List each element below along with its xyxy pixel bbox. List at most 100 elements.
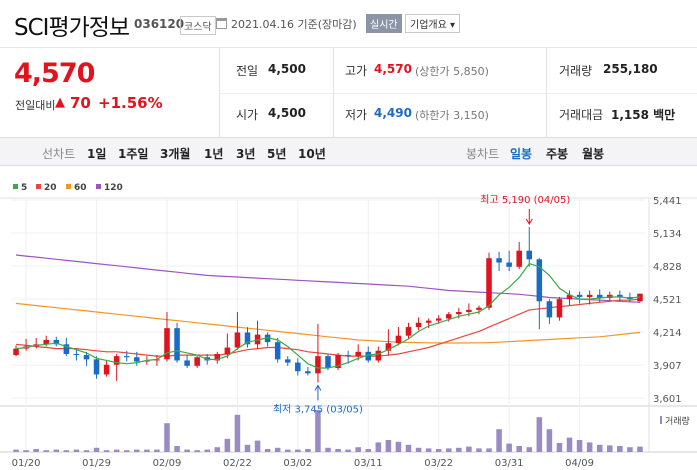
volume-bar — [516, 446, 522, 452]
volume-bar — [33, 449, 39, 452]
candle-body — [284, 359, 291, 363]
volume-label: 거래량 — [559, 64, 593, 78]
stock-name: SCI평가정보 — [14, 15, 130, 41]
amount-label: 거래대금 — [559, 108, 604, 122]
volume-bar — [355, 447, 361, 452]
candle-body — [164, 328, 170, 360]
ma5-line — [15, 262, 641, 369]
calendar-icon — [216, 18, 227, 29]
company-overview-button[interactable]: 기업개요 ▾ — [405, 14, 460, 33]
legend-label: 5 — [21, 183, 27, 193]
line-chart-label: 선차트 — [42, 147, 76, 161]
volume-bar — [264, 449, 271, 452]
volume-bar — [486, 448, 492, 452]
tab-daily[interactable]: 일봉 — [510, 147, 533, 161]
x-tick-label: 01/29 — [82, 458, 111, 469]
candle-body — [466, 309, 472, 313]
volume-bar — [596, 444, 603, 452]
volume-bar — [224, 438, 231, 452]
legend-label: 120 — [104, 183, 123, 193]
market-badge: 코스닥 — [180, 16, 216, 35]
x-tick-label: 02/09 — [153, 458, 182, 469]
period-10y[interactable]: 10년 — [298, 147, 326, 161]
volume-bar — [435, 449, 442, 452]
volume-bar — [13, 449, 19, 452]
volume-bar — [526, 447, 533, 452]
candle-body — [576, 294, 583, 297]
candle-body — [435, 318, 442, 321]
volume-bar — [194, 450, 200, 452]
legend-swatch — [66, 184, 71, 189]
candle-body — [194, 357, 200, 366]
volume-bar — [466, 446, 472, 452]
candle-body — [345, 355, 351, 357]
ma120-line — [15, 254, 641, 303]
x-tick-label: 04/09 — [565, 458, 594, 469]
period-1w[interactable]: 1주일 — [118, 147, 149, 161]
candle-body — [13, 348, 19, 356]
amount-value: 1,158 백만 — [611, 108, 676, 122]
volume-bar — [134, 449, 140, 452]
candle-body — [536, 259, 543, 302]
volume-bar — [415, 447, 422, 452]
candle-body — [456, 312, 462, 315]
candle-body — [63, 344, 70, 354]
volume-bar — [586, 442, 593, 452]
volume-bar — [234, 414, 241, 452]
candle-body — [415, 322, 422, 328]
volume-bar — [43, 450, 49, 452]
volume-bar — [53, 449, 60, 452]
legend-swatch — [36, 184, 41, 189]
period-3m[interactable]: 3개월 — [160, 147, 191, 161]
stock-code: 036120 — [134, 17, 185, 31]
legend-label: 20 — [44, 183, 57, 193]
candle-body — [556, 299, 563, 318]
price-chart: 5 20 60 120 5,441 5,134 4,828 4,521 4,214 3,907 3,… — [0, 172, 697, 470]
candle-body — [295, 362, 301, 372]
y-tick-label: 4,521 — [653, 295, 682, 306]
volume-bar — [214, 447, 221, 452]
candle-body — [224, 347, 231, 354]
x-tick-label: 03/02 — [283, 458, 312, 469]
volume-bar — [445, 448, 452, 452]
candle-body — [134, 357, 140, 362]
period-5y[interactable]: 5년 — [267, 147, 287, 161]
volume-bar — [123, 450, 130, 452]
y-tick-label: 3,907 — [653, 361, 682, 372]
volume-bar — [325, 447, 331, 452]
volume-value: 255,180 — [603, 62, 658, 76]
period-1d[interactable]: 1일 — [87, 147, 107, 161]
candle-body — [43, 339, 49, 345]
candle-body — [244, 332, 251, 345]
candle-body — [596, 294, 603, 299]
volume-bar — [607, 445, 613, 452]
volume-bar — [164, 423, 170, 452]
volume-bar — [506, 443, 512, 452]
high-label: 고가 — [345, 64, 368, 78]
candle-body — [184, 360, 190, 366]
candle-body — [405, 327, 412, 336]
y-tick-label: 4,828 — [653, 262, 682, 273]
realtime-button[interactable]: 실시간 — [366, 14, 402, 33]
tab-monthly[interactable]: 월봉 — [582, 147, 605, 161]
volume-label: 거래량 — [665, 415, 690, 427]
legend-swatch — [13, 184, 18, 189]
candle-body — [516, 250, 522, 267]
volume-bar — [566, 437, 573, 452]
volume-bar — [93, 447, 100, 452]
chart-canvas: 5 20 60 120 5,441 5,134 4,828 4,521 4,214 3,907 3,… — [0, 183, 697, 469]
candle-body — [445, 314, 452, 319]
period-1y[interactable]: 1년 — [204, 147, 224, 161]
volume-bar — [144, 449, 150, 452]
volume-bar — [83, 450, 90, 452]
up-arrow-icon: ▲ — [55, 95, 65, 110]
period-3y[interactable]: 3년 — [236, 147, 256, 161]
volume-bar — [295, 449, 301, 452]
tab-weekly[interactable]: 주봉 — [546, 147, 569, 161]
volume-bar — [617, 446, 623, 452]
volume-bar — [576, 440, 583, 452]
x-tick-label: 03/31 — [495, 458, 524, 469]
candle-body — [526, 250, 533, 260]
candle-body — [73, 353, 80, 356]
open-value: 4,500 — [268, 106, 306, 120]
